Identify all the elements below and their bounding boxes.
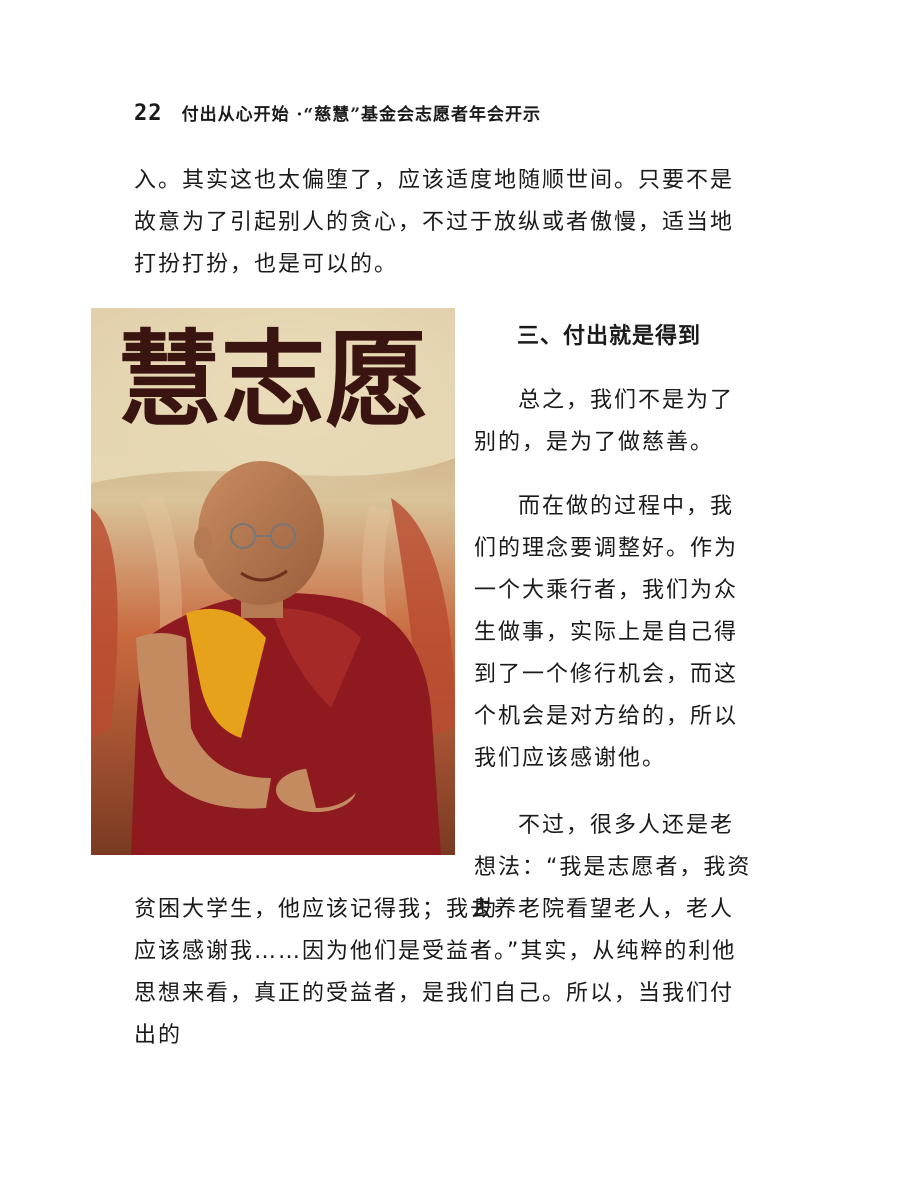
monk-photo: 慧志愿 <box>91 308 455 855</box>
smile <box>240 569 288 582</box>
paragraph-3: 不过，很多人还是老想法：“我是志愿者，我资助 <box>474 813 752 922</box>
section-heading: 三、付出就是得到 <box>517 324 702 349</box>
top-paragraph: 入。其实这也太偏堕了，应该适度地随顺世间。只要不是故意为了引起别人的贪心，不过于… <box>134 168 735 277</box>
monk-photo-illustration: 慧志愿 <box>91 308 455 855</box>
face <box>198 461 324 605</box>
banner-text: 慧志愿 <box>117 318 429 441</box>
banner <box>91 308 455 483</box>
page-header: 22 付出从心开始 ·“慈慧”基金会志愿者年会开示 <box>134 100 541 126</box>
paragraph-2: 而在做的过程中，我们的理念要调整好。作为一个大乘行者，我们为众生做事，实际上是自… <box>474 494 739 771</box>
page-number: 22 <box>134 101 163 126</box>
arm <box>136 633 271 809</box>
paragraph-1: 总之，我们不是为了别的，是为了做慈善。 <box>474 388 735 455</box>
robe-yellow <box>186 608 266 738</box>
running-title: 付出从心开始 ·“慈慧”基金会志愿者年会开示 <box>181 105 541 125</box>
bottom-paragraph: 贫困大学生，他应该记得我；我去养老院看望老人，老人应该感谢我……因为他们是受益者… <box>134 897 737 1048</box>
